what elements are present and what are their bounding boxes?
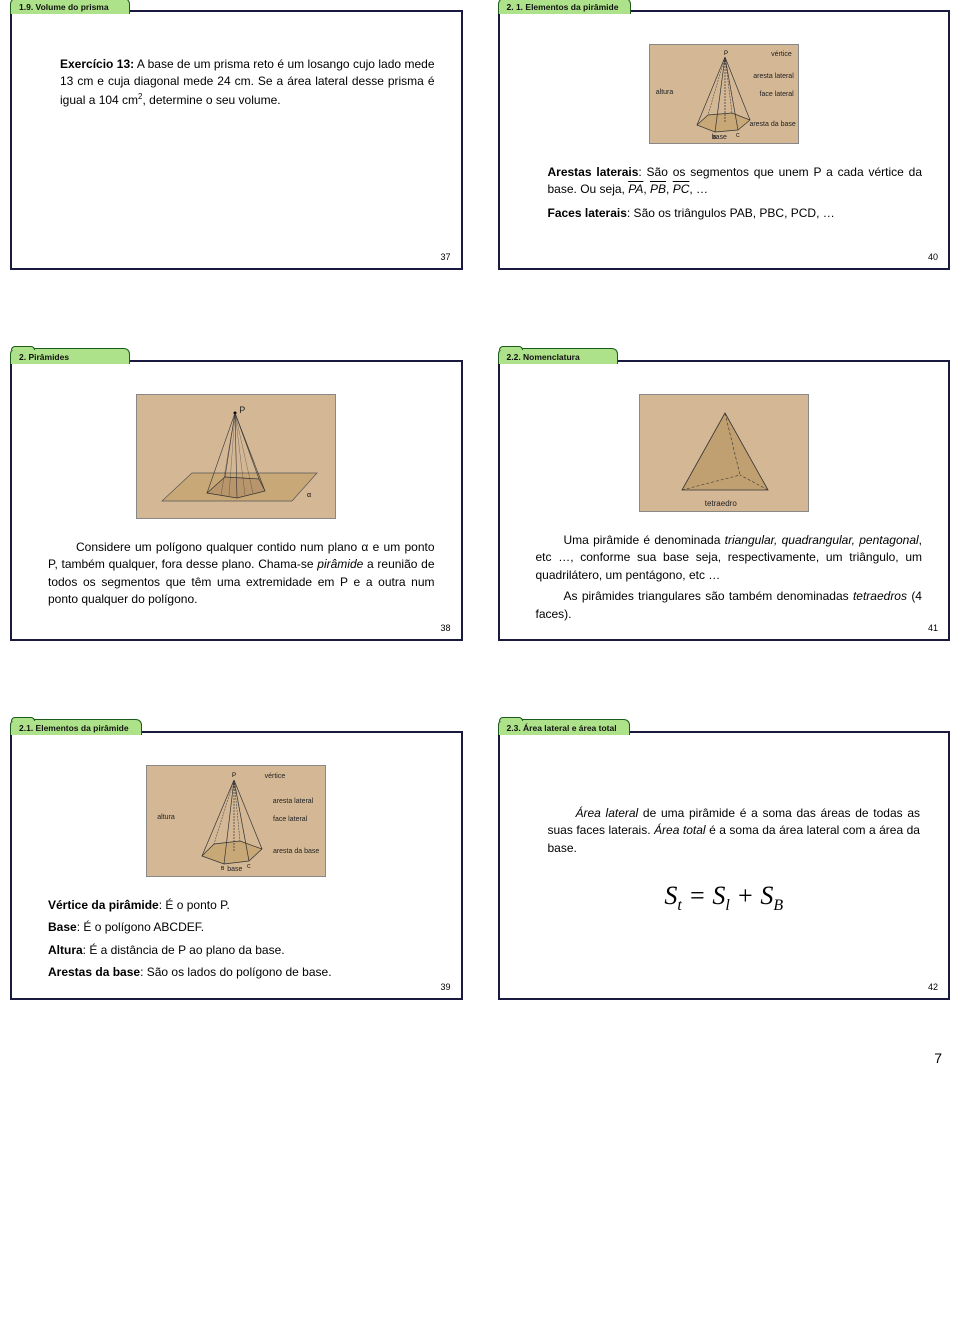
fig-label-p: P <box>239 405 245 415</box>
svg-text:C: C <box>736 133 740 139</box>
fig-label: aresta da base <box>273 848 319 855</box>
fig-label-base: base <box>712 134 727 141</box>
fig-label-tetra: tetraedro <box>705 499 737 508</box>
slide-number: 39 <box>440 982 450 992</box>
nomenclature-text-2: As pirâmides triangulares são também den… <box>536 588 923 623</box>
slide-42: 2.3. Área lateral e área total Área late… <box>498 731 951 1000</box>
slide-tab: 1.9. Volume do prisma <box>10 0 130 14</box>
slide-39: 2.1. Elementos da pirâmide P B C vértice <box>10 731 463 1000</box>
page-number: 7 <box>10 1050 950 1066</box>
fig-label-aresta-lat: aresta lateral <box>753 73 793 80</box>
slide-number: 42 <box>928 982 938 992</box>
nomenclature-text-1: Uma pirâmide é denominada triangular, qu… <box>536 532 923 584</box>
slide-tab: 2.1. Elementos da pirâmide <box>10 719 142 735</box>
slide-number: 37 <box>440 252 450 262</box>
svg-text:C: C <box>247 864 251 870</box>
vertice-def: Vértice da pirâmide: É o ponto P. <box>48 897 435 914</box>
pyramid-def-figure-container: α P <box>28 394 445 523</box>
pyramid-elements-figure-2: P B C vértice altura aresta lateral face… <box>146 765 326 877</box>
base-def: Base: É o polígono ABCDEF. <box>48 919 435 936</box>
slide-grid: 1.9. Volume do prisma Exercício 13: A ba… <box>10 10 950 1000</box>
exercise-text: Exercício 13: A base de um prisma reto é… <box>60 56 435 109</box>
slide-41: 2.2. Nomenclatura tetraedro Uma pirâmide… <box>498 360 951 641</box>
slide-tab: 2.2. Nomenclatura <box>498 348 618 364</box>
svg-text:P: P <box>232 773 236 779</box>
pyramid-elem-figure-container: P B C vértice altura aresta lateral face… <box>28 765 445 881</box>
slide-tab: 2. Pirâmides <box>10 348 130 364</box>
fig-label: vértice <box>265 773 286 780</box>
area-formula: St = Sl + SB <box>516 881 933 915</box>
slide-number: 41 <box>928 623 938 633</box>
pyramid-figure-container: P B C vértice altura aresta lateral face… <box>516 44 933 148</box>
fig-label: aresta lateral <box>273 798 313 805</box>
arestas-base-def: Arestas da base: São os lados do polígon… <box>48 964 435 981</box>
pyramid-elements-figure: P B C vértice altura aresta lateral face… <box>649 44 799 144</box>
tetrahedron-figure: tetraedro <box>639 394 809 512</box>
svg-text:α: α <box>307 492 311 499</box>
slide-number: 40 <box>928 252 938 262</box>
svg-text:B: B <box>221 866 225 872</box>
fig-label-vertice: vértice <box>771 51 792 58</box>
slide-38: 2. Pirâmides <box>10 360 463 641</box>
fig-label-altura: altura <box>656 89 674 96</box>
fig-label-face-lat: face lateral <box>760 91 794 98</box>
slide-37: 1.9. Volume do prisma Exercício 13: A ba… <box>10 10 463 270</box>
slide-number: 38 <box>440 623 450 633</box>
svg-text:P: P <box>724 51 728 57</box>
pyramid-def-text: Considere um polígono qualquer contido n… <box>48 539 435 609</box>
pyramid-def-figure: α P <box>136 394 336 519</box>
altura-def: Altura: É a distância de P ao plano da b… <box>48 942 435 959</box>
faces-laterais-text: Faces laterais: São os triângulos PAB, P… <box>548 205 923 222</box>
fig-label: face lateral <box>273 816 307 823</box>
slide-tab: 2. 1. Elementos da pirâmide <box>498 0 632 14</box>
arestas-laterais-text: Arestas laterais: São os segmentos que u… <box>548 164 923 199</box>
area-def-text: Área lateral de uma pirâmide é a soma da… <box>548 805 921 857</box>
fig-label-aresta-base: aresta da base <box>749 121 795 128</box>
tetra-figure-container: tetraedro <box>516 394 933 516</box>
fig-label: altura <box>157 814 175 821</box>
slide-tab: 2.3. Área lateral e área total <box>498 719 630 735</box>
slide-40: 2. 1. Elementos da pirâmide P B C <box>498 10 951 270</box>
fig-label: base <box>227 866 242 873</box>
